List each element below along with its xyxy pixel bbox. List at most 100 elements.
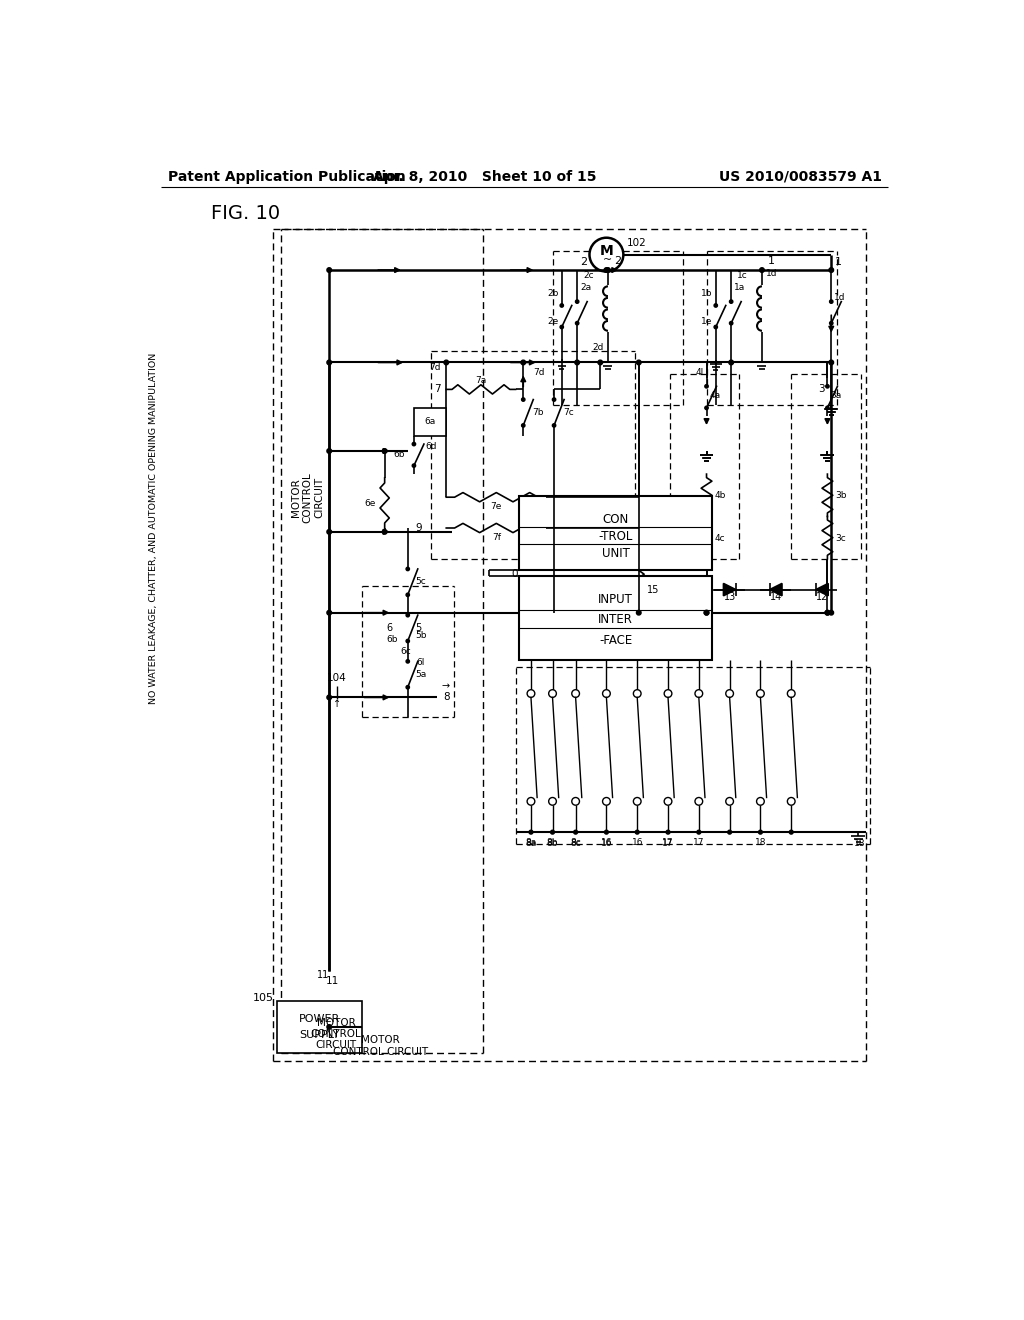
Circle shape (787, 797, 795, 805)
Text: 8: 8 (443, 693, 451, 702)
Circle shape (382, 449, 387, 453)
Text: 7e: 7e (490, 502, 502, 511)
Text: CIRCUIT: CIRCUIT (314, 477, 325, 517)
Text: 2a: 2a (581, 284, 592, 292)
Text: 9: 9 (416, 523, 422, 533)
Circle shape (705, 610, 709, 615)
Circle shape (637, 360, 641, 364)
Text: 5: 5 (416, 623, 422, 634)
Circle shape (729, 300, 733, 304)
Text: 6e: 6e (365, 499, 376, 508)
Text: CONTROL: CONTROL (303, 471, 312, 523)
Circle shape (560, 304, 563, 308)
Circle shape (728, 830, 731, 834)
Circle shape (527, 689, 535, 697)
Circle shape (697, 830, 700, 834)
Text: MOTOR: MOTOR (361, 1035, 400, 1045)
Circle shape (604, 268, 608, 272)
Circle shape (407, 568, 410, 570)
Text: 8c: 8c (570, 840, 581, 849)
Text: →: → (442, 681, 451, 690)
Text: 17: 17 (693, 838, 705, 846)
Circle shape (829, 300, 833, 304)
Text: 15: 15 (646, 585, 658, 594)
Circle shape (825, 610, 829, 615)
Text: 18: 18 (755, 838, 766, 846)
Circle shape (521, 424, 525, 428)
Polygon shape (770, 583, 782, 595)
Circle shape (829, 322, 833, 325)
Circle shape (574, 360, 580, 364)
Circle shape (729, 360, 733, 364)
Text: POWER: POWER (299, 1014, 340, 1024)
Text: 13: 13 (724, 593, 736, 602)
Text: 2b: 2b (547, 289, 559, 297)
Circle shape (666, 830, 670, 834)
Circle shape (407, 614, 410, 616)
Text: 1d: 1d (766, 269, 777, 279)
Text: US 2010/0083579 A1: US 2010/0083579 A1 (719, 170, 882, 183)
Circle shape (527, 797, 535, 805)
Text: 0: 0 (511, 569, 518, 579)
Circle shape (705, 407, 709, 409)
Circle shape (705, 610, 709, 615)
Circle shape (552, 397, 556, 401)
Text: 16: 16 (601, 840, 612, 849)
Circle shape (602, 689, 610, 697)
Circle shape (829, 610, 834, 615)
Text: 105: 105 (253, 993, 273, 1003)
Circle shape (521, 360, 525, 364)
Text: 7b: 7b (532, 408, 544, 417)
Circle shape (604, 830, 608, 834)
Circle shape (571, 797, 580, 805)
Text: 5c: 5c (416, 577, 426, 586)
Text: 6l: 6l (416, 659, 424, 667)
Text: 5b: 5b (416, 631, 427, 640)
Circle shape (757, 797, 764, 805)
Text: INPUT: INPUT (598, 593, 633, 606)
Circle shape (714, 325, 718, 329)
Circle shape (729, 322, 733, 325)
Text: 1d: 1d (835, 293, 846, 301)
Circle shape (552, 424, 556, 428)
Text: 4b: 4b (714, 491, 726, 500)
Text: INTER: INTER (598, 614, 633, 626)
Circle shape (790, 830, 794, 834)
Text: 11: 11 (326, 975, 339, 986)
Circle shape (521, 397, 525, 401)
Polygon shape (724, 583, 736, 595)
Text: 7c: 7c (563, 408, 574, 417)
Text: 8b: 8b (547, 840, 558, 849)
Circle shape (327, 610, 332, 615)
Circle shape (327, 360, 332, 364)
Text: -FACE: -FACE (599, 634, 632, 647)
Circle shape (695, 797, 702, 805)
Text: ↑: ↑ (333, 698, 341, 709)
Text: CONTROL: CONTROL (310, 1028, 361, 1039)
Text: 104: 104 (327, 673, 347, 684)
Circle shape (634, 797, 641, 805)
Text: 7f: 7f (492, 533, 501, 541)
Text: 3b: 3b (836, 491, 847, 500)
Circle shape (327, 268, 332, 272)
Circle shape (407, 660, 410, 663)
Text: 2: 2 (614, 256, 622, 265)
Text: CON: CON (602, 513, 629, 527)
Text: 2d: 2d (593, 343, 604, 351)
Text: 17: 17 (663, 838, 674, 846)
Circle shape (665, 689, 672, 697)
Text: 18: 18 (854, 840, 866, 849)
Text: 6d: 6d (425, 442, 436, 451)
Circle shape (327, 449, 332, 453)
Bar (519, 576, 712, 660)
Text: 3: 3 (818, 384, 824, 395)
Text: 16: 16 (632, 838, 643, 846)
Text: 8a: 8a (525, 840, 537, 849)
Text: Apr. 8, 2010   Sheet 10 of 15: Apr. 8, 2010 Sheet 10 of 15 (373, 170, 597, 183)
Circle shape (327, 529, 332, 535)
Text: 1b: 1b (701, 289, 713, 297)
Circle shape (635, 830, 639, 834)
Circle shape (327, 1024, 332, 1030)
Text: 1e: 1e (701, 317, 713, 326)
Bar (414, 408, 446, 436)
